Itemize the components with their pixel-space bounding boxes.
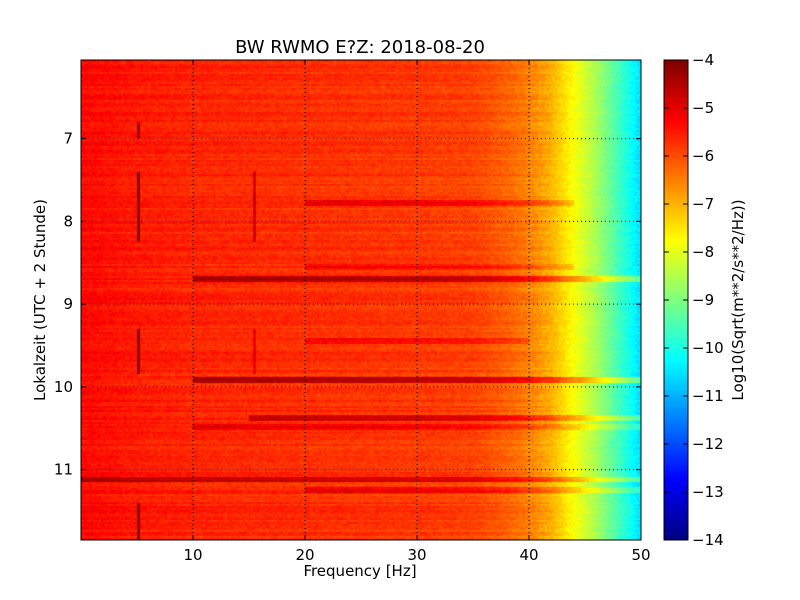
plot-frame — [80, 59, 642, 541]
y-axis-ticks: 7 8 9 10 11 — [54, 130, 641, 479]
spectrogram-image — [81, 60, 641, 540]
y-tick-label: 9 — [63, 295, 73, 313]
colorbar: −4 −5 −6 −7 −8 −9 −10 −11 −12 −13 −14 — [663, 51, 724, 549]
grid-lines — [81, 60, 641, 540]
colorbar-tick-label: −11 — [692, 387, 724, 405]
spectrogram-plot: 10 20 30 40 50 7 8 9 10 11 — [54, 59, 651, 564]
x-tick-label: 50 — [631, 546, 650, 564]
x-tick-label: 40 — [519, 546, 538, 564]
colorbar-tick-label: −14 — [692, 531, 724, 549]
colorbar-tick-label: −9 — [692, 291, 714, 309]
x-tick-label: 20 — [295, 546, 314, 564]
y-tick-label: 8 — [63, 212, 73, 230]
y-tick-label: 7 — [63, 130, 73, 148]
chart-title: BW RWMO E?Z: 2018-08-20 — [235, 37, 485, 58]
y-tick-label: 11 — [54, 461, 73, 479]
x-tick-label: 30 — [407, 546, 426, 564]
colorbar-tick-label: −12 — [692, 435, 724, 453]
colorbar-label: Log10(Sqrt(m**2/s**2/Hz)) — [729, 199, 747, 400]
y-axis-label: Lokalzeit (UTC + 2 Stunde) — [31, 199, 49, 401]
colorbar-ticks: −4 −5 −6 −7 −8 −9 −10 −11 −12 −13 −14 — [664, 51, 724, 549]
colorbar-tick-label: −7 — [692, 195, 714, 213]
colorbar-tick-label: −10 — [692, 339, 724, 357]
colorbar-tick-label: −13 — [692, 483, 724, 501]
colorbar-tick-label: −6 — [692, 147, 714, 165]
colorbar-tick-label: −5 — [692, 99, 714, 117]
colorbar-tick-label: −8 — [692, 243, 714, 261]
y-tick-label: 10 — [54, 378, 73, 396]
x-axis-ticks: 10 20 30 40 50 — [183, 60, 651, 564]
colorbar-tick-label: −4 — [692, 51, 714, 69]
x-tick-label: 10 — [183, 546, 202, 564]
x-axis-label: Frequency [Hz] — [303, 562, 416, 580]
